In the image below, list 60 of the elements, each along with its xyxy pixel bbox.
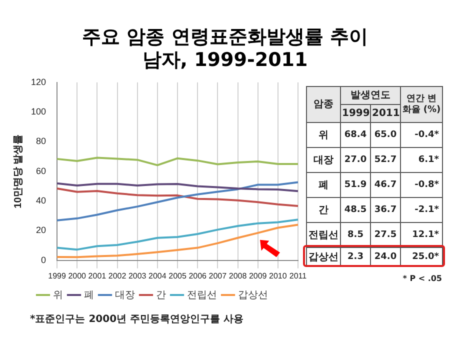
legend-label: 간 (156, 290, 166, 301)
text: *표준인구는 2000년 주민등록연앙인구를 사용 (30, 313, 244, 326)
data-label: 51.9 (340, 172, 370, 198)
y-tick-label: 20 (36, 225, 46, 236)
legend-label: 대장 (115, 290, 135, 301)
x-tick-label: 2009 (248, 271, 268, 280)
x-tick-label: 2002 (108, 271, 127, 280)
x-tick-label: 2008 (228, 271, 248, 280)
data-label: 36.7 (370, 198, 400, 222)
legend-label: 전립선 (187, 290, 217, 301)
x-tick-label: 2011 (289, 271, 308, 280)
x-tick-label: 1999 (48, 271, 66, 280)
category-label: 갑상선 (306, 248, 340, 266)
x-tick-label: 2004 (148, 271, 167, 280)
category-label: 전립선 (306, 222, 340, 248)
category-label: 위 (306, 122, 340, 148)
legend-label: 2011 (370, 104, 400, 122)
x-tick-label: 2003 (128, 271, 147, 280)
x-tick-label: 2001 (88, 271, 107, 280)
x-tick-label: 2000 (68, 271, 87, 280)
text: 암종 (306, 86, 340, 122)
y-tick-label: 120 (30, 76, 46, 87)
data-label: 25.0* (400, 248, 442, 266)
data-label: 46.7 (370, 172, 400, 198)
text: 발생연도 (340, 86, 400, 104)
x-tick-label: 2010 (269, 271, 288, 280)
legend-label: 갑상선 (238, 290, 268, 301)
data-label: 68.4 (340, 122, 370, 148)
data-label: 12.1* (400, 222, 442, 248)
y-tick-label: 100 (30, 106, 46, 117)
data-label: 52.7 (370, 148, 400, 172)
data-label: 8.5 (340, 222, 370, 248)
data-label: 2.3 (340, 248, 370, 266)
x-tick-label: 2006 (188, 271, 208, 280)
data-label: 48.5 (340, 198, 370, 222)
text: * P < .05 (402, 274, 442, 283)
data-label: 27.0 (340, 148, 370, 172)
y-tick-label: 60 (36, 166, 46, 176)
data-label: -0.4* (400, 122, 442, 148)
y-tick-label: 40 (36, 196, 46, 206)
y-tick-label: 80 (36, 136, 46, 146)
text: 1999 (340, 104, 370, 122)
text: 연간 변화율 (%) (400, 86, 442, 122)
chart-subtitle: 남자, 1999-2011 (141, 49, 309, 72)
category-label: 대장 (306, 148, 340, 172)
data-label: 65.0 (370, 122, 400, 148)
legend-label: 폐 (84, 290, 94, 301)
data-label: -0.8* (400, 172, 442, 198)
x-tick-label: 2007 (208, 271, 228, 280)
data-label: 27.5 (370, 222, 400, 248)
chart-title: 주요 암종 연령표준화발생률 추이 (81, 26, 369, 49)
category-label: 폐 (306, 172, 340, 198)
legend-label: 위 (53, 290, 63, 301)
data-label: 24.0 (370, 248, 400, 266)
y-axis-title: 10만명당 발생률 (12, 134, 24, 208)
data-label: -2.1* (400, 198, 442, 222)
category-label: 간 (306, 198, 340, 222)
data-label: 6.1* (400, 148, 442, 172)
x-tick-label: 2005 (168, 271, 187, 280)
y-tick-label: 0 (41, 254, 46, 265)
